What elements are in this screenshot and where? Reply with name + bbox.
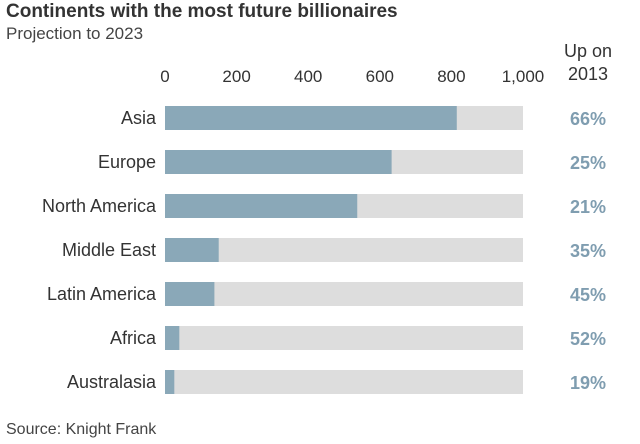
x-tick-label: 800	[437, 67, 465, 86]
category-label: Europe	[98, 152, 156, 172]
change-value: 25%	[570, 153, 606, 173]
change-value: 35%	[570, 241, 606, 261]
x-tick-label: 1,000	[502, 67, 545, 86]
bar	[165, 282, 215, 306]
category-label: Africa	[110, 328, 157, 348]
x-tick-label: 0	[160, 67, 169, 86]
category-label: Australasia	[67, 372, 157, 392]
bar-track	[165, 370, 523, 394]
bar	[165, 370, 175, 394]
x-tick-label: 600	[366, 67, 394, 86]
chart-title: Continents with the most future billiona…	[6, 1, 398, 22]
chart-subtitle: Projection to 2023	[6, 24, 144, 43]
change-value: 66%	[570, 109, 606, 129]
bar	[165, 238, 219, 262]
x-tick-label: 200	[222, 67, 250, 86]
bar	[165, 106, 457, 130]
change-header-line-2: 2013	[567, 64, 609, 84]
bar-track	[165, 282, 523, 306]
change-value: 21%	[570, 197, 606, 217]
source-note: Source: Knight Frank	[6, 421, 157, 438]
bar	[165, 326, 180, 350]
change-value: 45%	[570, 285, 606, 305]
x-tick-label: 400	[294, 67, 322, 86]
change-value: 52%	[570, 329, 606, 349]
category-label: Middle East	[62, 240, 156, 260]
change-header-line-1: Up on	[563, 41, 613, 61]
bar-track	[165, 238, 523, 262]
category-label: Latin America	[47, 284, 157, 304]
change-value: 19%	[570, 373, 606, 393]
category-label: North America	[42, 196, 157, 216]
bar	[165, 194, 358, 218]
category-label: Asia	[121, 108, 157, 128]
bar-track	[165, 326, 523, 350]
bar	[165, 150, 392, 174]
change-column-header: Up on 2013	[546, 40, 630, 86]
